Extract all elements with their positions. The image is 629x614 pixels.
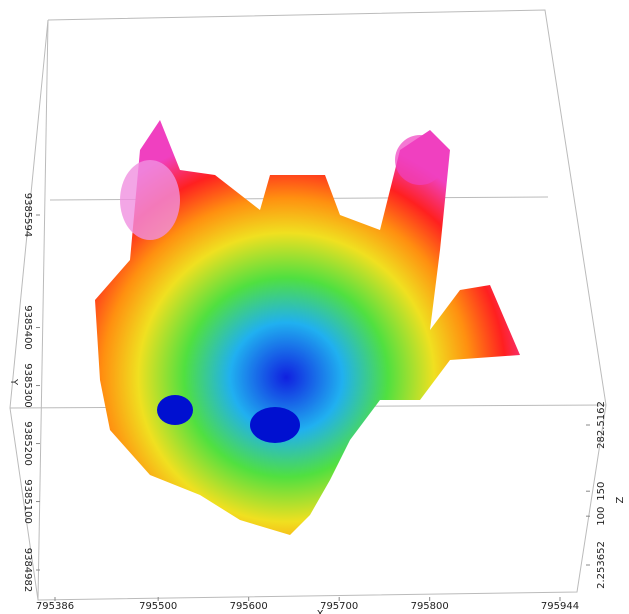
x-tick-label: 795944 [541,601,579,612]
x-tick-label: 795800 [411,601,449,612]
x-tick-label: 795600 [230,601,268,612]
x-tick-label: 795700 [320,601,358,612]
surface [95,120,520,535]
z-tick-label: 100 [596,507,607,526]
z-tick-label: 150 [596,482,607,501]
z-tick-label: 282.5162 [596,401,607,449]
y-tick-label: 9385200 [22,421,33,466]
z-axis-label: Z [615,496,626,503]
y-axis-label: Y [8,378,19,386]
y-tick-label: 9385100 [22,479,33,524]
x-axis-label: X [317,609,324,614]
y-tick-label: 9385594 [22,193,33,238]
z-tick-label: 2.253652 [596,541,607,589]
y-tick-label: 9385300 [22,363,33,408]
x-tick-label: 795386 [36,601,74,612]
y-tick-label: 9384982 [22,548,33,593]
x-tick-label: 795500 [139,601,177,612]
y-tick-label: 9385400 [22,305,33,350]
